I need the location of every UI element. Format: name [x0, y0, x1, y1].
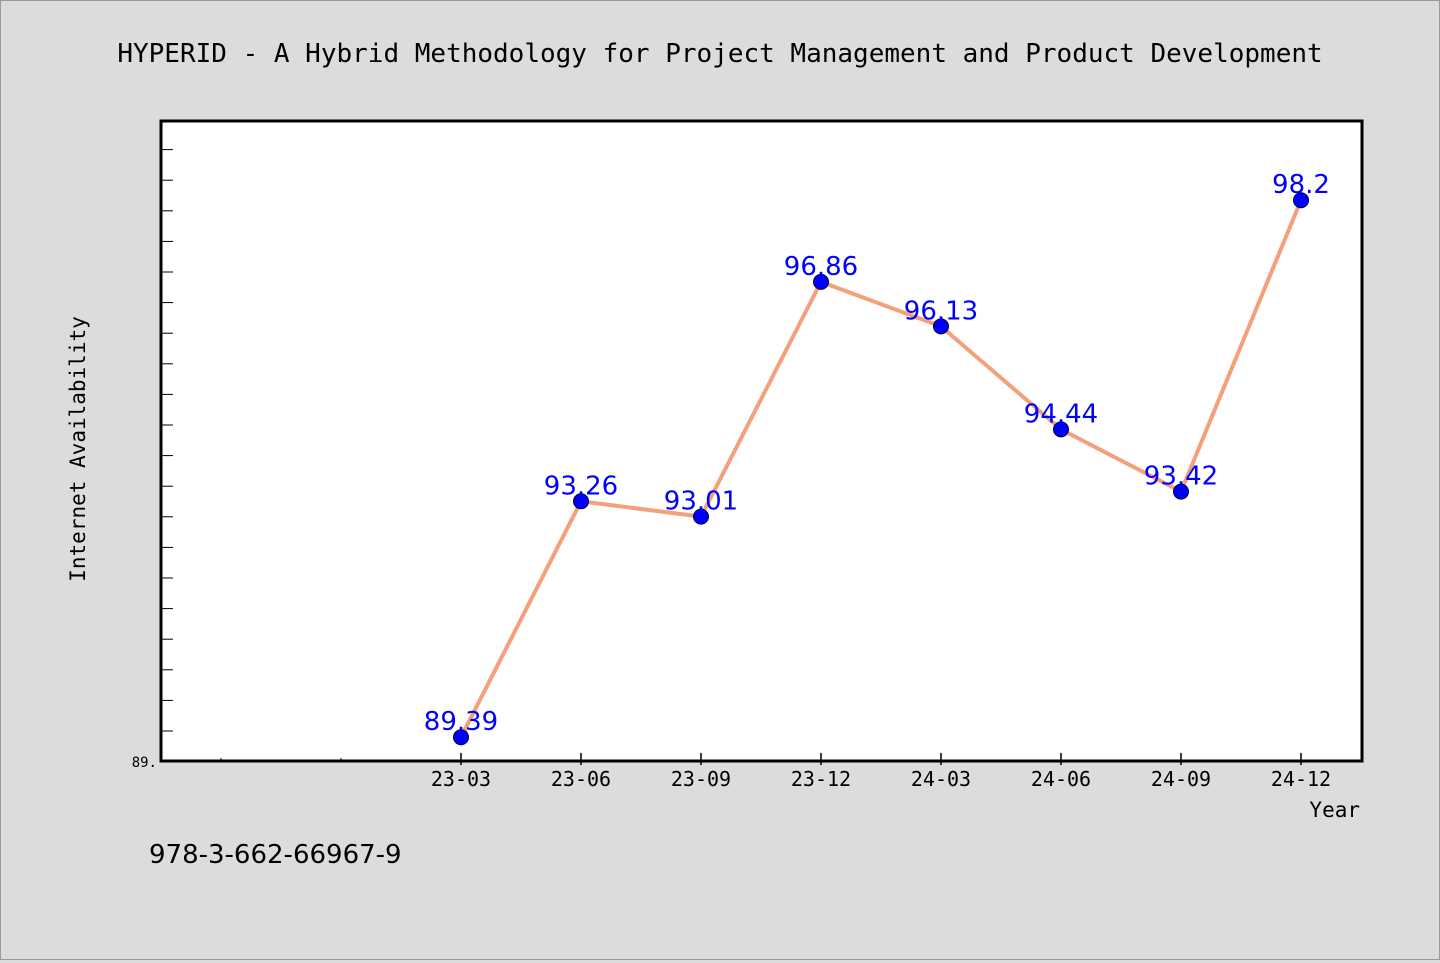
x-tick-label: 23-12 — [791, 767, 851, 791]
footer-isbn: 978-3-662-66967-9 — [149, 840, 402, 870]
data-label: 93.26 — [544, 471, 618, 501]
data-point — [453, 729, 469, 746]
data-label: 98.2 — [1272, 170, 1330, 200]
data-point — [1053, 421, 1069, 438]
data-point — [693, 508, 709, 525]
plot-area — [159, 119, 1364, 763]
data-label: 96.86 — [784, 252, 858, 282]
x-tick-label: 23-03 — [431, 767, 491, 791]
data-point — [1293, 192, 1309, 209]
data-point — [1173, 483, 1189, 500]
data-label: 94.44 — [1024, 399, 1098, 429]
x-axis-ticks — [460, 753, 1302, 765]
x-tick-label: 24-09 — [1151, 767, 1211, 791]
x-axis-tick-labels: 23-03 23-06 23-09 23-12 24-03 24-06 24-09 24-12 — [431, 767, 1331, 791]
data-point — [933, 318, 949, 335]
series-points — [453, 192, 1309, 746]
data-label: 93.01 — [664, 487, 738, 517]
series-data-labels: 89.39 93.26 93.01 96.86 96.13 94.44 93.42 98.2 — [424, 170, 1330, 737]
data-point — [813, 273, 829, 290]
y-axis-label: Internet Availability — [66, 316, 90, 582]
series-polyline — [459, 199, 1303, 739]
x-tick-label: 24-12 — [1271, 767, 1331, 791]
series-line — [459, 199, 1303, 739]
x-tick-label: 23-06 — [551, 767, 611, 791]
data-label: 93.42 — [1144, 462, 1218, 492]
data-label: 89.39 — [424, 707, 498, 737]
chart-title: HYPERID - A Hybrid Methodology for Proje… — [117, 39, 1322, 69]
y-axis-ticks — [161, 149, 173, 732]
y-tick-label: 89. — [132, 755, 157, 771]
x-tick-label: 24-06 — [1031, 767, 1091, 791]
data-label: 96.13 — [904, 296, 978, 326]
x-tick-label: 23-09 — [671, 767, 731, 791]
x-tick-label: 24-03 — [911, 767, 971, 791]
x-axis-label: Year — [1309, 798, 1360, 822]
x-axis-minor-ticks — [220, 758, 342, 761]
data-point — [573, 493, 589, 510]
